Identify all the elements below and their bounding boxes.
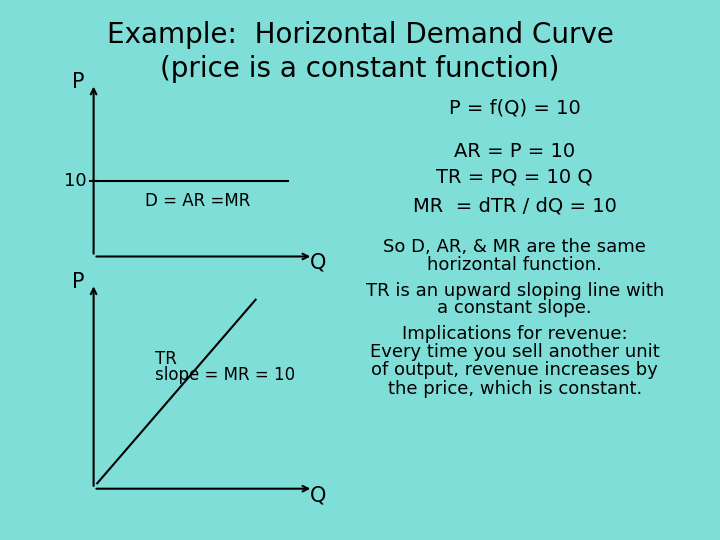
Text: the price, which is constant.: the price, which is constant. [387, 380, 642, 398]
Text: (price is a constant function): (price is a constant function) [161, 55, 559, 83]
Text: TR: TR [155, 350, 176, 368]
Text: of output, revenue increases by: of output, revenue increases by [372, 361, 658, 379]
Text: slope = MR = 10: slope = MR = 10 [155, 366, 295, 384]
Text: AR = P = 10: AR = P = 10 [454, 141, 575, 161]
Text: D = AR =MR: D = AR =MR [145, 192, 251, 211]
Text: TR is an upward sloping line with: TR is an upward sloping line with [366, 281, 664, 300]
Text: MR  = dTR / dQ = 10: MR = dTR / dQ = 10 [413, 197, 617, 216]
Text: 10: 10 [64, 172, 87, 190]
Text: P: P [71, 272, 84, 292]
Text: Q: Q [310, 485, 326, 505]
Text: P: P [71, 72, 84, 92]
Text: Q: Q [310, 253, 326, 273]
Text: TR = PQ = 10 Q: TR = PQ = 10 Q [436, 167, 593, 187]
Text: Example:  Horizontal Demand Curve: Example: Horizontal Demand Curve [107, 21, 613, 49]
Text: Implications for revenue:: Implications for revenue: [402, 325, 628, 343]
Text: Every time you sell another unit: Every time you sell another unit [370, 343, 660, 361]
Text: So D, AR, & MR are the same: So D, AR, & MR are the same [383, 238, 647, 256]
Text: horizontal function.: horizontal function. [428, 255, 602, 274]
Text: a constant slope.: a constant slope. [438, 299, 592, 317]
Text: P = f(Q) = 10: P = f(Q) = 10 [449, 98, 580, 118]
